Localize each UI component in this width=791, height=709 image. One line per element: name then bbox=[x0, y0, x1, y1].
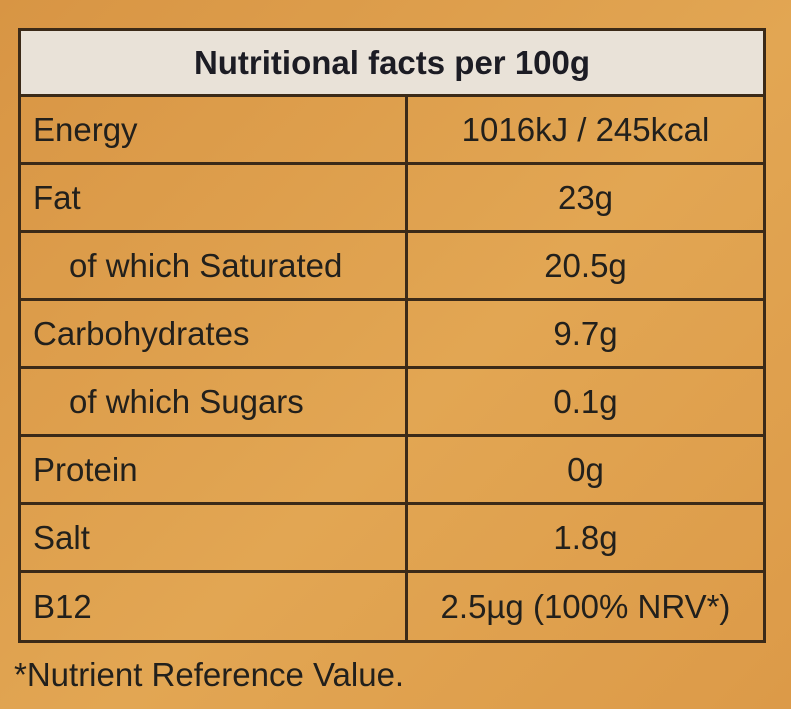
table-row: Fat 23g bbox=[21, 165, 763, 233]
table-title: Nutritional facts per 100g bbox=[21, 31, 763, 97]
table-row: of which Saturated 20.5g bbox=[21, 233, 763, 301]
nutrient-value: 0g bbox=[567, 450, 604, 488]
nutrient-name: of which Saturated bbox=[21, 233, 408, 298]
table-row: B12 2.5µg (100% NRV*) bbox=[21, 573, 763, 640]
table-row: Carbohydrates 9.7g bbox=[21, 301, 763, 369]
nutrient-value: 2.5µg (100% NRV*) bbox=[440, 587, 731, 625]
nutrient-name: Energy bbox=[21, 97, 408, 162]
nutrient-name: Carbohydrates bbox=[21, 301, 408, 366]
nutrient-name: B12 bbox=[21, 573, 408, 640]
nutrient-value: 1016kJ / 245kcal bbox=[461, 110, 710, 148]
table-row: Salt 1.8g bbox=[21, 505, 763, 573]
nutrition-table: Nutritional facts per 100g Energy 1016kJ … bbox=[18, 28, 766, 643]
nutrient-name: of which Sugars bbox=[21, 369, 408, 434]
footnote: *Nutrient Reference Value. bbox=[14, 656, 405, 693]
table-row: Energy 1016kJ / 245kcal bbox=[21, 97, 763, 165]
nutrient-name: Fat bbox=[21, 165, 408, 230]
nutrient-name: Salt bbox=[21, 505, 408, 570]
nutrient-value: 9.7g bbox=[553, 314, 618, 352]
nutrient-value: 0.1g bbox=[553, 382, 618, 420]
nutrient-value: 23g bbox=[557, 178, 614, 216]
nutrient-value: 1.8g bbox=[553, 518, 618, 556]
table-row: of which Sugars 0.1g bbox=[21, 369, 763, 437]
table-row: Protein 0g bbox=[21, 437, 763, 505]
nutrient-name: Protein bbox=[21, 437, 408, 502]
nutrient-value: 20.5g bbox=[544, 246, 627, 284]
